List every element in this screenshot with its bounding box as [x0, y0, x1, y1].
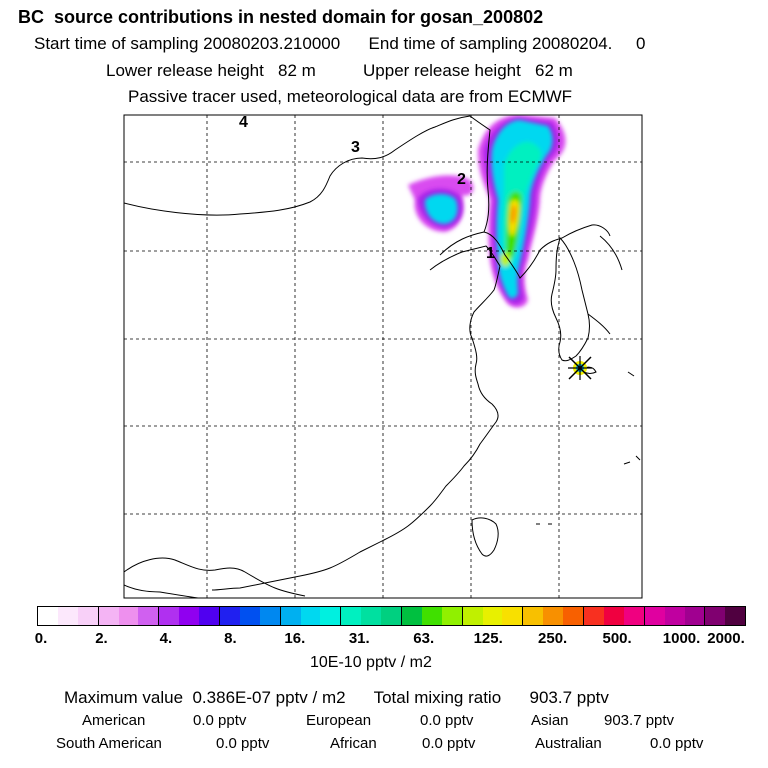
- region-value-asian: 903.7 pptv: [604, 712, 675, 729]
- colorbar-swatch: [643, 607, 665, 625]
- colorbar-swatch: [259, 607, 280, 625]
- region-name-south-american: South American: [56, 735, 162, 752]
- sampling-site-marker: [568, 356, 592, 380]
- colorbar-swatch: [461, 607, 483, 625]
- colorbar-swatch: [704, 607, 726, 625]
- colorbar-swatch: [684, 607, 705, 625]
- sampling-time-line: Start time of sampling 20080203.210000 E…: [34, 34, 646, 53]
- region-name-american: American: [82, 712, 146, 729]
- region-value-south-american: 0.0 pptv: [216, 735, 270, 752]
- colorbar-swatch: [158, 607, 180, 625]
- colorbar-swatch: [664, 607, 685, 625]
- colorbar-swatch: [522, 607, 544, 625]
- colorbar-tick-label: 31.: [348, 630, 370, 647]
- colorbar-swatch: [543, 607, 564, 625]
- region-name-australian: Australian: [535, 735, 602, 752]
- colorbar-swatch: [603, 607, 624, 625]
- grid-label-3: 3: [351, 139, 360, 156]
- source-contribution-map: 4 3 2 1: [123, 114, 643, 599]
- colorbar-swatch: [340, 607, 362, 625]
- colorbar-tick-label: 2000.: [707, 630, 745, 647]
- region-value-european: 0.0 pptv: [420, 712, 474, 729]
- colorbar-tick-label: 63.: [413, 630, 435, 647]
- colorbar-swatch: [219, 607, 240, 625]
- colorbar-swatch: [77, 607, 98, 625]
- colorbar-tick-label: 0.: [34, 630, 48, 647]
- colorbar-swatch: [138, 607, 159, 625]
- grid-label-4: 4: [239, 114, 248, 131]
- colorbar-swatch: [320, 607, 341, 625]
- region-value-australian: 0.0 pptv: [650, 735, 704, 752]
- colorbar-swatch: [179, 607, 200, 625]
- colorbar-tick-label: 8.: [224, 630, 237, 647]
- colorbar-swatch: [583, 607, 604, 625]
- map-frame: [123, 114, 643, 599]
- concentration-plume: [408, 115, 566, 308]
- summary-stats: Maximum value 0.386E-07 pptv / m2 Total …: [64, 688, 609, 707]
- colorbar-tick-label: 4.: [159, 630, 173, 647]
- colorbar-swatch: [563, 607, 584, 625]
- colorbar-swatch: [482, 607, 503, 625]
- map-title: BC source contributions in nested domain…: [18, 7, 544, 27]
- colorbar-swatch: [725, 607, 746, 625]
- colorbar-swatch: [441, 607, 462, 625]
- colorbar-swatch: [199, 607, 220, 625]
- colorbar-tick-label: 125.: [473, 630, 503, 647]
- colorbar-tick-label: 16.: [284, 630, 306, 647]
- tracer-note: Passive tracer used, meteorological data…: [128, 87, 573, 106]
- region-value-american: 0.0 pptv: [193, 712, 247, 729]
- region-name-african: African: [330, 735, 377, 752]
- region-value-african: 0.0 pptv: [422, 735, 476, 752]
- colorbar-swatch: [118, 607, 139, 625]
- colorbar-swatch: [57, 607, 78, 625]
- colorbar-swatch: [623, 607, 644, 625]
- colorbar-swatch: [279, 607, 301, 625]
- colorbar-swatch: [361, 607, 382, 625]
- grid-label-1: 1: [486, 245, 495, 262]
- colorbar-swatch: [421, 607, 442, 625]
- colorbar-swatch: [502, 607, 523, 625]
- colorbar-swatch: [401, 607, 422, 625]
- colorbar-tick-label: 2.: [95, 630, 108, 647]
- release-height-line: Lower release height 82 m Upper release …: [106, 61, 573, 80]
- colorbar-swatch: [239, 607, 260, 625]
- colorbar-tick-label: 250.: [538, 630, 568, 647]
- region-name-european: European: [306, 712, 372, 729]
- region-name-asian: Asian: [531, 712, 569, 729]
- colorbar-swatch: [300, 607, 321, 625]
- colorbar-swatch: [38, 607, 58, 625]
- lat-lon-grid: [124, 115, 642, 598]
- colorbar: [37, 606, 746, 626]
- coastlines: [124, 115, 641, 598]
- colorbar-tick-label: 500.: [602, 630, 632, 647]
- colorbar-swatch: [381, 607, 402, 625]
- colorbar-units: 10E-10 pptv / m2: [310, 654, 432, 671]
- colorbar-tick-label: 1000.: [662, 630, 701, 647]
- colorbar-swatch: [97, 607, 119, 625]
- grid-label-2: 2: [457, 171, 466, 188]
